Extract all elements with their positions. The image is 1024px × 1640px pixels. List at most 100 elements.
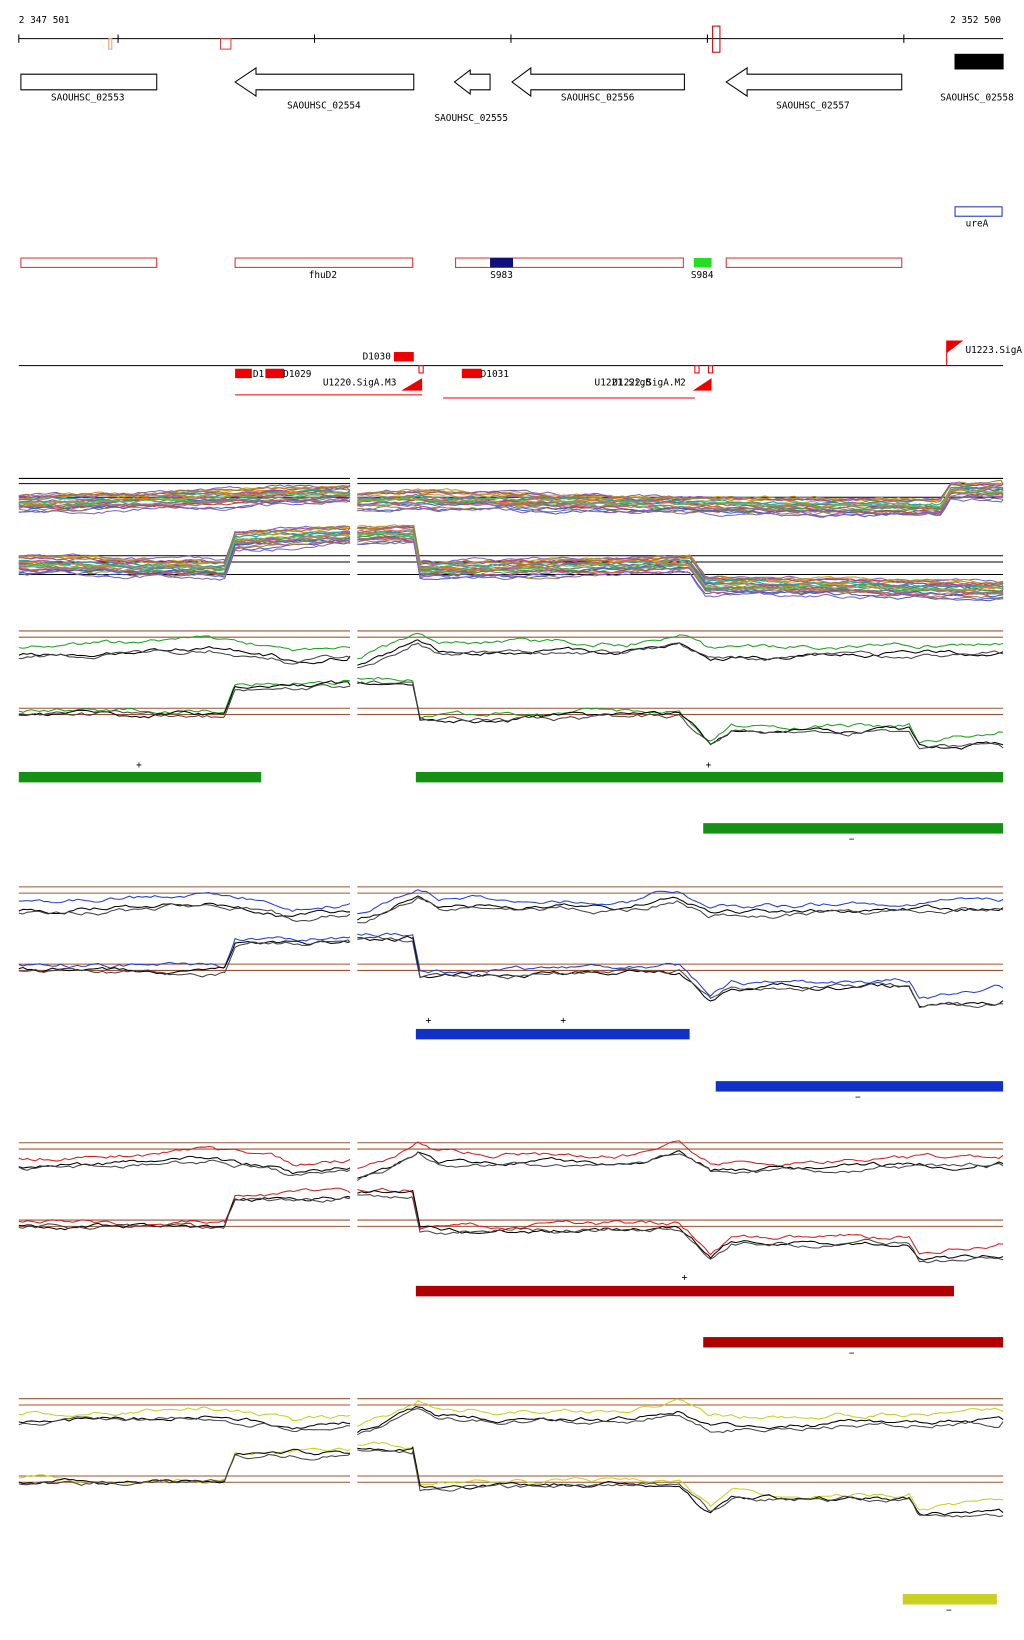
promoter-label: U1221.SigB (595, 377, 652, 388)
trace (357, 895, 1004, 921)
trace (18, 1447, 351, 1485)
trace (357, 896, 1004, 924)
trace (18, 1187, 351, 1228)
trace (18, 649, 351, 665)
promoter-label: U1222.SigA.M2 (612, 377, 686, 388)
expression-traces (18, 477, 1004, 1518)
promoter-label: U1223.SigA (965, 345, 1022, 356)
trace (357, 1441, 1004, 1511)
trace (357, 642, 1004, 669)
strand-mark: + (426, 1016, 432, 1027)
trace (357, 889, 1004, 915)
trace (18, 530, 351, 569)
trace (357, 676, 1004, 744)
trace (18, 646, 351, 665)
trace (18, 484, 351, 498)
trace (357, 524, 1004, 586)
trace (357, 936, 1004, 1009)
trace (18, 1146, 351, 1167)
gene-label: SAOUHSC_02556 (561, 92, 635, 103)
gene-label: SAOUHSC_02557 (776, 101, 850, 112)
trace (357, 493, 1004, 516)
trace (18, 496, 351, 510)
trace (357, 479, 1004, 504)
trace (357, 1408, 1004, 1436)
trace (18, 538, 351, 578)
strand-mark: + (136, 760, 142, 771)
trace (357, 1194, 1004, 1264)
trace (357, 537, 1004, 596)
trace (18, 497, 351, 509)
trace (18, 484, 351, 497)
trace (357, 541, 1004, 600)
strand-mark: + (706, 760, 712, 771)
gene-label: SAOUHSC_02555 (434, 113, 508, 124)
trace (18, 1155, 351, 1175)
promoter-label: D1029 (283, 369, 312, 380)
trace (18, 936, 351, 969)
trace (357, 1405, 1004, 1433)
trace (18, 488, 351, 502)
trace (18, 1453, 351, 1486)
trace (18, 525, 351, 565)
trace (18, 533, 351, 570)
strand-bars (18, 771, 1004, 1605)
trace (357, 525, 1004, 587)
gene-label: SAOUHSC_02554 (287, 101, 361, 112)
trace (357, 530, 1004, 588)
trace (18, 494, 351, 508)
trace (357, 1189, 1004, 1261)
trace (18, 1416, 351, 1433)
trace (357, 1449, 1004, 1518)
trace (18, 635, 351, 652)
promoter-label: D1030 (363, 351, 392, 362)
trace (18, 940, 351, 975)
strand-mark: + (560, 1016, 566, 1027)
trace (18, 499, 351, 515)
genes (20, 53, 1004, 98)
promoter-label: D1031 (481, 369, 510, 380)
trace (357, 498, 1004, 517)
trace (18, 1196, 351, 1230)
trace (18, 684, 351, 718)
trace (18, 680, 351, 719)
trace (18, 1159, 351, 1176)
trace (357, 1140, 1004, 1169)
trace (357, 680, 1004, 750)
gene-label: SAOUHSC_02558 (940, 92, 1014, 103)
trace (357, 932, 1004, 999)
feature-label: S984 (691, 270, 714, 281)
trace (18, 494, 351, 510)
promoter-label: U1220.SigA.M3 (323, 377, 397, 388)
trace (357, 633, 1004, 660)
trace (357, 1398, 1004, 1427)
trace (18, 539, 351, 581)
trace (18, 939, 351, 978)
trace (18, 1448, 351, 1486)
ruler: 2 347 501 2 352 500 (18, 15, 1004, 53)
trace (18, 536, 351, 572)
features (20, 206, 1003, 268)
strand-mark: − (849, 1348, 855, 1359)
feature-label: ureA (966, 219, 989, 230)
trace (18, 1406, 351, 1421)
trace (18, 525, 351, 562)
gene-label: SAOUHSC_02553 (51, 92, 125, 103)
trace (357, 935, 1004, 1008)
strand-mark: − (946, 1605, 952, 1616)
trace (357, 488, 1004, 508)
trace (18, 891, 351, 912)
strand-mark: − (855, 1092, 861, 1103)
ruler-end: 2 352 500 (950, 15, 1001, 26)
trace (357, 1151, 1004, 1182)
trace (357, 1187, 1004, 1256)
trace (18, 1195, 351, 1231)
trace (18, 903, 351, 922)
trace (357, 486, 1004, 507)
trace (357, 1150, 1004, 1179)
feature-label: fhuD2 (309, 270, 337, 281)
strand-mark: + (682, 1273, 688, 1284)
feature-label: S983 (490, 270, 513, 281)
promoter-label: D1 (253, 369, 265, 380)
trace (357, 531, 1004, 591)
